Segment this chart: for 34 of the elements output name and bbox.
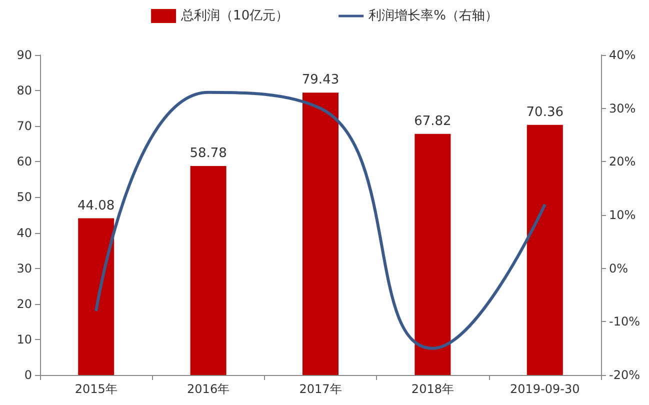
x-tick-label: 2018年	[411, 382, 454, 396]
bar	[78, 218, 114, 375]
y2-tick-label: 20%	[609, 154, 636, 169]
legend-label: 总利润（10亿元）	[180, 8, 289, 24]
data-label: 58.78	[190, 146, 227, 162]
y-tick-label: 20	[16, 296, 32, 311]
data-label: 70.36	[526, 104, 564, 120]
y-tick-label: 80	[16, 84, 32, 98]
y-tick-label: 40	[16, 226, 32, 240]
x-tick-label: 2015年	[74, 382, 118, 396]
y-tick-label: 0	[24, 368, 32, 382]
y2-tick-label: -10%	[609, 314, 640, 329]
y2-tick-label: 40%	[609, 48, 636, 62]
y2-tick-label: 0%	[609, 261, 628, 276]
x-tick-label: 2017年	[299, 382, 342, 396]
bar	[302, 92, 338, 375]
bar	[190, 166, 226, 375]
bar	[414, 134, 451, 375]
x-tick-label: 2016年	[187, 382, 230, 396]
x-tick-label: 2019-09-30	[510, 382, 580, 396]
legend-label: 利润增长率%（右轴）	[368, 8, 498, 24]
y2-tick-label: 30%	[609, 101, 636, 116]
data-label: 67.82	[414, 114, 452, 129]
y-tick-label: 70	[16, 119, 32, 134]
y-tick-label: 30	[16, 261, 32, 276]
y-tick-label: 10	[16, 332, 32, 346]
bar	[526, 124, 563, 375]
y-tick-label: 60	[16, 154, 32, 169]
y2-tick-label: 10%	[609, 208, 636, 222]
y2-tick-label: -20%	[609, 368, 640, 382]
y-tick-label: 90	[16, 48, 32, 62]
y-tick-label: 50	[16, 190, 32, 204]
data-label: 44.08	[77, 198, 115, 214]
data-label: 79.43	[302, 72, 340, 88]
